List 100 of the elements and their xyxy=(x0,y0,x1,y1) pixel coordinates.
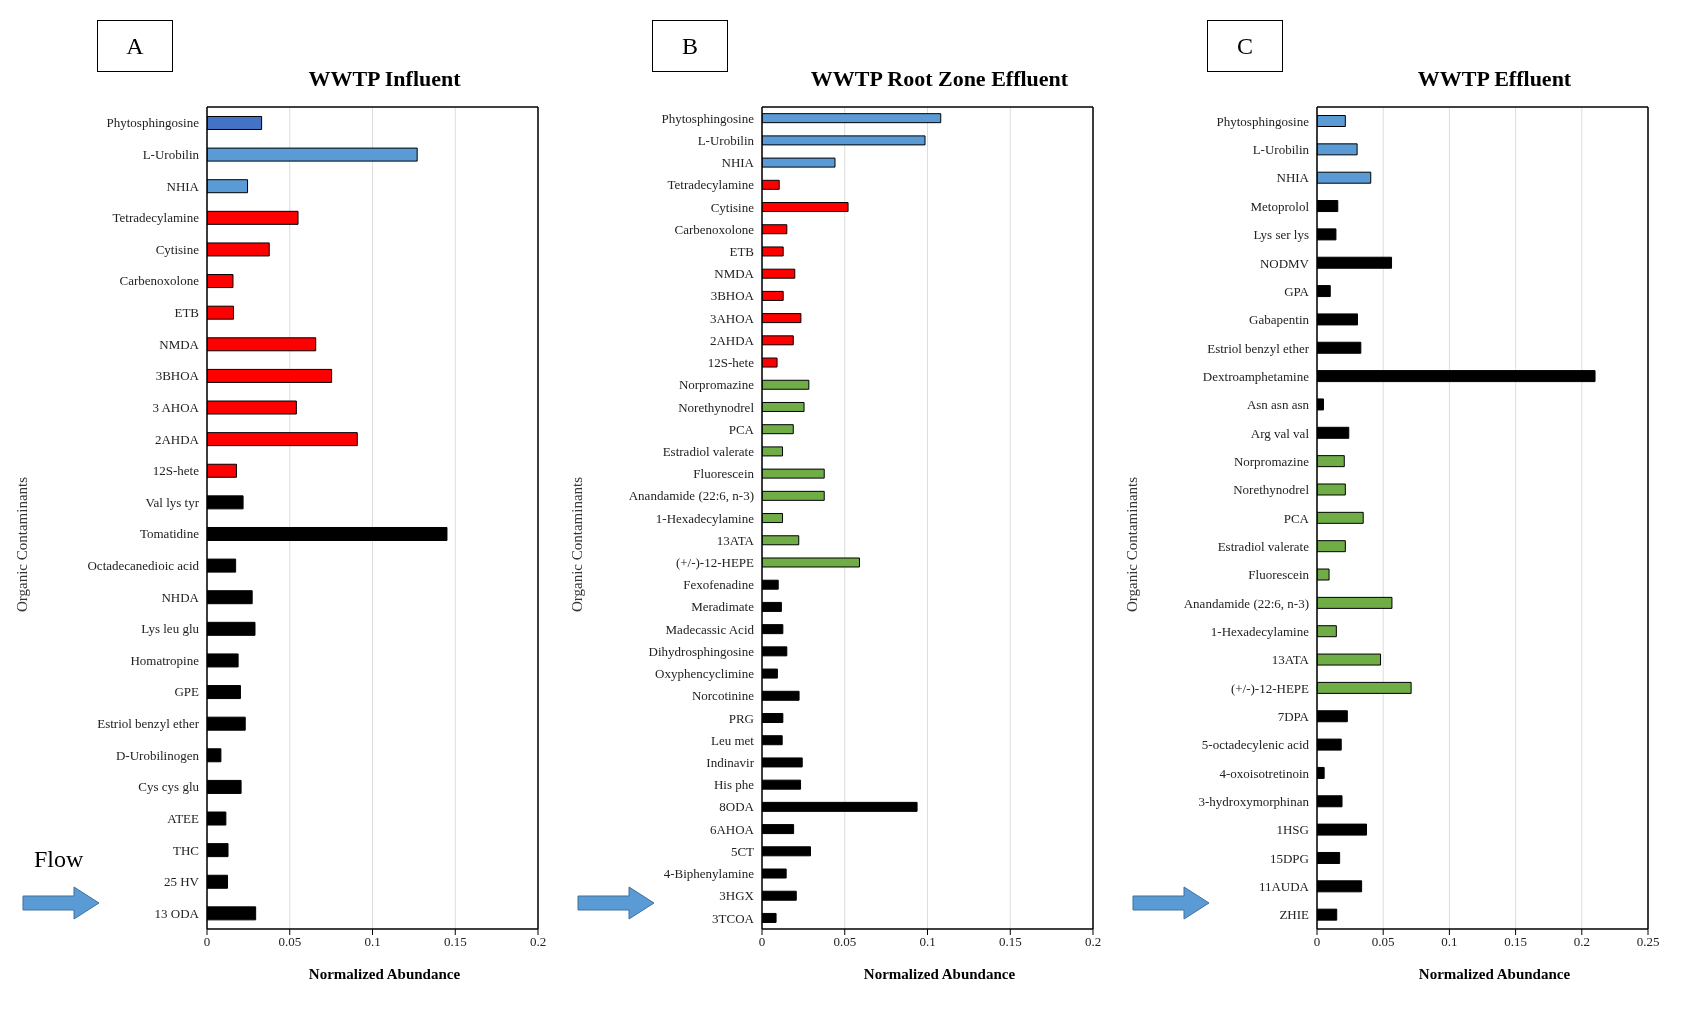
y-tick-label: Lys leu glu xyxy=(141,621,200,637)
y-tick-label: ETB xyxy=(174,305,200,321)
y-tick-label: Val lys tyr xyxy=(145,494,200,510)
y-tick-label: 4-Biphenylamine xyxy=(663,866,755,882)
y-tick-label: Tomatidine xyxy=(139,526,200,542)
y-tick-label: Anandamide (22:6, n-3) xyxy=(1183,595,1309,611)
y-tick-label: 4-oxoisotretinoin xyxy=(1219,765,1310,781)
y-tick-label: GPE xyxy=(174,684,200,700)
y-tick-label: 6AHOA xyxy=(709,821,755,837)
y-tick-label: Norpromazine xyxy=(1233,453,1310,469)
y-tick-label: 15DPG xyxy=(1269,850,1309,866)
y-tick-label: 3AHOA xyxy=(709,310,755,326)
y-tick-label: THC xyxy=(173,842,199,858)
text: A xyxy=(97,20,173,72)
x-tick-label: 0.25 xyxy=(1636,934,1660,950)
y-tick-label: Indinavir xyxy=(706,754,755,770)
x-axis-title: Normalized Abundance xyxy=(862,966,1017,983)
x-tick-label: 0.05 xyxy=(833,934,857,950)
x-tick-label: 0.15 xyxy=(443,934,467,950)
y-tick-label: 3BHOA xyxy=(710,288,755,304)
y-axis-title: Organic Contaminants xyxy=(568,475,586,615)
y-tick-label: Asn asn asn xyxy=(1246,397,1310,413)
y-tick-label: Norpromazine xyxy=(678,377,755,393)
y-tick-label: Octadecanedioic acid xyxy=(87,558,200,574)
y-tick-label: L-Urobilin xyxy=(697,132,755,148)
x-tick-label: 0.2 xyxy=(529,934,547,950)
y-tick-label: Meradimate xyxy=(691,599,755,615)
y-tick-label: ZHIE xyxy=(1279,907,1310,923)
y-tick-label: GPA xyxy=(1284,283,1310,299)
y-tick-label: NMDA xyxy=(714,266,755,282)
y-axis-title: Organic Contaminants xyxy=(1123,475,1141,615)
y-tick-label: Cytisine xyxy=(155,241,200,257)
y-tick-label: Cys cys glu xyxy=(138,779,200,795)
x-tick-label: 0.05 xyxy=(1371,934,1395,950)
x-axis-title: Normalized Abundance xyxy=(1417,966,1572,983)
y-tick-label: Phytosphingosine xyxy=(661,110,755,126)
y-tick-label: Norethynodrel xyxy=(678,399,755,415)
text: B xyxy=(652,20,728,72)
text: C xyxy=(1207,20,1283,72)
y-tick-label: NMDA xyxy=(159,336,200,352)
y-tick-label: L-Urobilin xyxy=(1252,142,1310,158)
y-tick-label: Tetradecylamine xyxy=(112,210,200,226)
x-tick-label: 0.1 xyxy=(364,934,381,950)
y-tick-label: Estriol benzyl ether xyxy=(1207,340,1310,356)
x-tick-label: 0.15 xyxy=(1504,934,1527,950)
x-tick-label: 0 xyxy=(758,934,766,950)
y-tick-label: 3-hydroxymorphinan xyxy=(1198,794,1310,810)
y-tick-label: NHIA xyxy=(721,155,755,171)
y-tick-label: Dihydrosphingosine xyxy=(648,643,755,659)
y-tick-label: Carbenoxolone xyxy=(119,273,200,289)
y-tick-label: PRG xyxy=(728,710,754,726)
x-tick-label: 0.1 xyxy=(919,934,936,950)
y-tick-label: Arg val val xyxy=(1250,425,1310,441)
y-tick-label: NHDA xyxy=(161,589,200,605)
y-tick-label: Norethynodrel xyxy=(1233,482,1310,498)
y-tick-label: 25 HV xyxy=(163,874,200,890)
y-tick-label: PCA xyxy=(728,421,755,437)
y-tick-label: Cytisine xyxy=(710,199,755,215)
y-tick-label: 13ATA xyxy=(1271,652,1310,668)
y-tick-label: NHIA xyxy=(1276,170,1310,186)
y-tick-label: 12S-hete xyxy=(152,463,200,479)
y-tick-label: 3HGX xyxy=(719,888,755,904)
y-tick-label: Estriol benzyl ether xyxy=(97,716,200,732)
y-tick-label: His phe xyxy=(713,777,755,793)
y-tick-label: Homatropine xyxy=(130,652,200,668)
y-tick-label: Fexofenadine xyxy=(683,577,755,593)
y-tick-label: Lys ser lys xyxy=(1253,227,1309,243)
y-tick-label: 8ODA xyxy=(719,799,755,815)
y-tick-label: 2AHDA xyxy=(154,431,200,447)
y-tick-label: 3 AHOA xyxy=(152,399,200,415)
y-tick-label: NODMV xyxy=(1259,255,1310,271)
y-tick-label: 3TCOA xyxy=(712,910,755,926)
y-tick-label: (+/-)-12-HEPE xyxy=(1230,680,1310,696)
x-tick-label: 0.15 xyxy=(998,934,1022,950)
y-tick-label: 13ATA xyxy=(716,532,755,548)
y-tick-label: Estradiol valerate xyxy=(1217,538,1310,554)
chart-title: WWTP Effluent xyxy=(1416,66,1573,92)
y-tick-label: Metoprolol xyxy=(1250,198,1310,214)
y-tick-label: Estradiol valerate xyxy=(662,443,755,459)
x-axis-title: Normalized Abundance xyxy=(307,966,462,983)
y-axis-title: Organic Contaminants xyxy=(13,475,31,615)
y-tick-label: D-Urobilinogen xyxy=(115,747,200,763)
y-tick-label: Oxyphencyclimine xyxy=(655,666,755,682)
y-tick-label: 1-Hexadecylamine xyxy=(1210,623,1310,639)
y-tick-label: 2AHDA xyxy=(709,332,755,348)
x-tick-label: 0.2 xyxy=(1573,934,1590,950)
y-tick-label: 3BHOA xyxy=(155,368,200,384)
y-tick-label: 13 ODA xyxy=(154,905,200,921)
y-tick-label: Norcotinine xyxy=(691,688,755,704)
y-tick-label: 5CT xyxy=(730,843,755,859)
y-tick-label: ATEE xyxy=(167,810,200,826)
text: Flow xyxy=(34,846,84,873)
chart-title: WWTP Root Zone Effluent xyxy=(809,66,1070,92)
x-tick-label: 0.1 xyxy=(1441,934,1458,950)
y-tick-label: 1HSG xyxy=(1276,822,1309,838)
y-tick-label: 11AUDA xyxy=(1258,879,1310,895)
y-tick-label: 7DPA xyxy=(1277,709,1310,725)
chart-title: WWTP Influent xyxy=(307,66,462,92)
y-tick-label: 5-octadecylenic acid xyxy=(1201,737,1310,753)
y-tick-label: (+/-)-12-HEPE xyxy=(675,555,755,571)
